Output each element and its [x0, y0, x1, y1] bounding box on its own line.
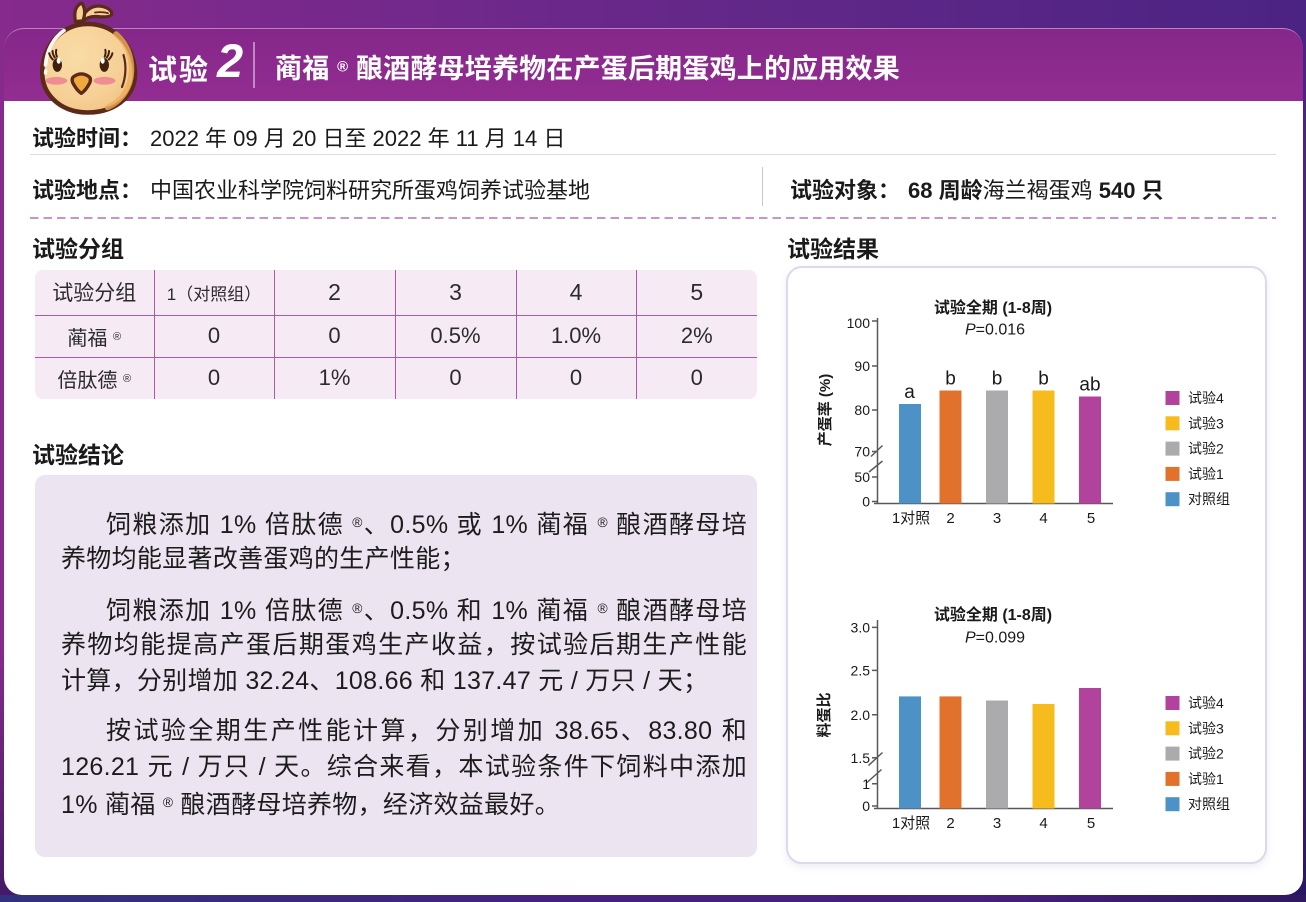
svg-text:80: 80 [854, 402, 870, 418]
svg-text:a: a [904, 382, 915, 403]
svg-text:b: b [992, 369, 1003, 390]
svg-text:50: 50 [854, 469, 870, 485]
svg-text:2: 2 [946, 510, 954, 527]
svg-text:1对照: 1对照 [892, 510, 930, 527]
svg-text:对照组: 对照组 [1188, 796, 1230, 812]
svg-text:2.0: 2.0 [851, 707, 871, 723]
svg-text:P=0.016: P=0.016 [965, 322, 1025, 339]
svg-text:0: 0 [862, 494, 870, 510]
svg-text:试验1: 试验1 [1188, 771, 1224, 787]
svg-text:试验2: 试验2 [1188, 441, 1224, 457]
svg-text:3: 3 [993, 815, 1001, 832]
svg-text:b: b [1038, 369, 1049, 390]
svg-text:1对照: 1对照 [892, 815, 930, 832]
svg-text:b: b [945, 369, 956, 390]
svg-text:5: 5 [1087, 510, 1095, 527]
svg-text:3.0: 3.0 [851, 620, 871, 636]
svg-text:100: 100 [847, 315, 871, 331]
svg-text:5: 5 [1087, 815, 1095, 832]
svg-text:P=0.099: P=0.099 [965, 630, 1025, 647]
svg-text:4: 4 [1039, 510, 1047, 527]
svg-text:90: 90 [854, 358, 870, 374]
svg-text:1: 1 [862, 776, 870, 792]
svg-text:试验全期 (1-8周): 试验全期 (1-8周) [934, 605, 1052, 624]
svg-text:试验1: 试验1 [1188, 466, 1224, 482]
svg-text:试验3: 试验3 [1188, 415, 1224, 431]
svg-text:试验4: 试验4 [1188, 695, 1224, 711]
svg-text:对照组: 对照组 [1188, 491, 1230, 507]
svg-text:3: 3 [993, 510, 1001, 527]
svg-text:4: 4 [1039, 815, 1047, 832]
svg-text:70: 70 [854, 444, 870, 460]
svg-text:试验2: 试验2 [1188, 746, 1224, 762]
svg-text:料蛋比: 料蛋比 [815, 692, 833, 737]
svg-text:1.5: 1.5 [851, 750, 871, 766]
svg-text:试验全期 (1-8周): 试验全期 (1-8周) [934, 298, 1052, 317]
svg-text:试验4: 试验4 [1188, 390, 1224, 406]
svg-text:产蛋率 (%): 产蛋率 (%) [816, 374, 834, 447]
svg-text:0: 0 [862, 798, 870, 814]
svg-text:试验3: 试验3 [1188, 720, 1224, 736]
svg-text:ab: ab [1079, 375, 1100, 396]
svg-text:2: 2 [946, 815, 954, 832]
svg-text:2.5: 2.5 [851, 663, 871, 679]
